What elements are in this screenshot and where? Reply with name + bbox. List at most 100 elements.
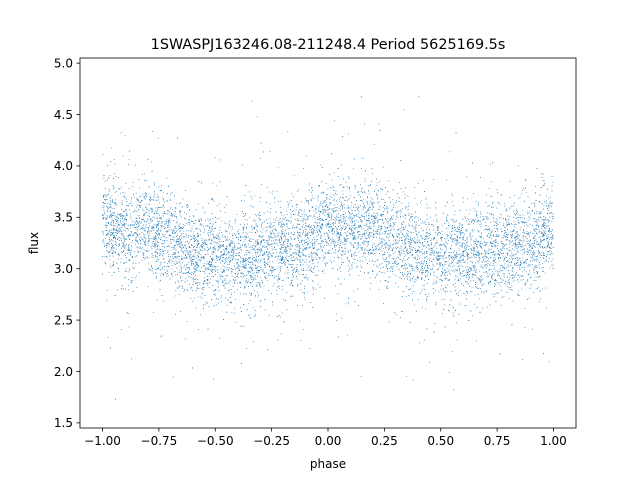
data-point bbox=[402, 208, 404, 210]
data-point bbox=[376, 194, 378, 196]
data-point bbox=[327, 221, 329, 223]
data-point bbox=[452, 194, 454, 196]
data-point bbox=[471, 315, 473, 317]
data-point bbox=[425, 308, 427, 310]
data-point bbox=[240, 282, 242, 284]
data-point bbox=[508, 216, 510, 218]
data-point bbox=[169, 226, 171, 228]
data-point bbox=[433, 220, 435, 222]
data-point bbox=[328, 224, 330, 226]
data-point bbox=[398, 229, 400, 231]
data-point bbox=[443, 254, 445, 256]
data-point bbox=[510, 289, 512, 290]
data-point bbox=[377, 245, 379, 246]
data-point bbox=[196, 263, 198, 265]
data-point bbox=[475, 284, 476, 285]
data-point bbox=[323, 191, 324, 193]
data-point bbox=[421, 199, 422, 201]
data-point bbox=[261, 231, 263, 233]
data-point bbox=[339, 240, 341, 242]
data-point bbox=[359, 225, 361, 227]
data-point bbox=[316, 228, 318, 230]
data-point bbox=[430, 238, 432, 240]
data-point bbox=[371, 216, 373, 217]
data-point bbox=[307, 218, 309, 219]
data-point bbox=[392, 219, 394, 220]
data-point bbox=[191, 228, 193, 230]
data-point bbox=[451, 193, 453, 195]
data-point bbox=[133, 211, 135, 213]
data-point bbox=[544, 219, 546, 221]
data-point bbox=[127, 228, 128, 230]
data-point bbox=[373, 217, 375, 219]
data-point bbox=[400, 259, 402, 260]
data-point bbox=[488, 270, 490, 271]
data-point bbox=[515, 253, 517, 255]
data-point bbox=[407, 259, 408, 260]
data-point bbox=[373, 234, 374, 236]
data-point bbox=[131, 200, 132, 202]
data-point bbox=[299, 320, 301, 322]
data-point bbox=[456, 257, 458, 259]
data-point bbox=[456, 268, 458, 270]
data-point bbox=[197, 296, 199, 298]
data-point bbox=[452, 218, 454, 220]
data-point bbox=[289, 250, 290, 252]
data-point bbox=[284, 249, 286, 251]
data-point bbox=[162, 243, 163, 245]
data-point bbox=[383, 303, 384, 304]
data-point bbox=[354, 262, 356, 264]
data-point bbox=[534, 266, 536, 267]
data-point bbox=[312, 210, 314, 212]
data-point bbox=[215, 255, 217, 256]
data-point bbox=[490, 252, 491, 254]
data-point bbox=[348, 189, 350, 191]
data-point bbox=[166, 252, 168, 253]
data-point bbox=[266, 249, 268, 250]
data-point bbox=[308, 183, 310, 185]
data-point bbox=[533, 280, 535, 282]
data-point bbox=[386, 230, 387, 232]
data-point bbox=[470, 261, 471, 263]
data-point bbox=[360, 247, 362, 249]
data-point bbox=[506, 248, 508, 250]
data-point bbox=[230, 289, 232, 290]
data-point bbox=[123, 230, 125, 231]
data-point bbox=[220, 297, 222, 299]
data-point bbox=[542, 180, 544, 181]
data-point bbox=[331, 187, 333, 189]
data-point bbox=[195, 257, 197, 259]
data-point bbox=[529, 241, 531, 243]
data-point bbox=[133, 235, 134, 236]
data-point bbox=[459, 290, 461, 292]
data-point bbox=[552, 237, 554, 239]
data-point bbox=[472, 219, 473, 221]
data-point bbox=[204, 295, 206, 297]
data-point bbox=[163, 235, 165, 237]
data-point bbox=[538, 237, 540, 238]
data-point bbox=[123, 250, 125, 251]
data-point bbox=[237, 271, 239, 273]
data-point bbox=[204, 277, 205, 279]
data-point bbox=[110, 216, 112, 218]
data-point bbox=[505, 236, 506, 238]
data-point bbox=[329, 198, 331, 200]
data-point bbox=[366, 201, 368, 203]
data-point bbox=[533, 272, 535, 273]
data-point bbox=[530, 231, 532, 233]
data-point bbox=[341, 257, 342, 259]
data-point bbox=[483, 272, 485, 273]
data-point bbox=[500, 248, 502, 250]
data-point bbox=[224, 266, 226, 268]
data-point bbox=[412, 240, 414, 241]
data-point bbox=[520, 265, 522, 267]
data-point bbox=[109, 240, 110, 242]
data-point bbox=[158, 237, 159, 239]
data-point bbox=[134, 277, 136, 279]
data-point bbox=[460, 272, 462, 274]
data-point bbox=[178, 271, 180, 273]
data-point bbox=[528, 274, 529, 276]
data-point bbox=[474, 250, 476, 252]
data-point bbox=[473, 193, 474, 194]
data-point bbox=[218, 229, 220, 231]
